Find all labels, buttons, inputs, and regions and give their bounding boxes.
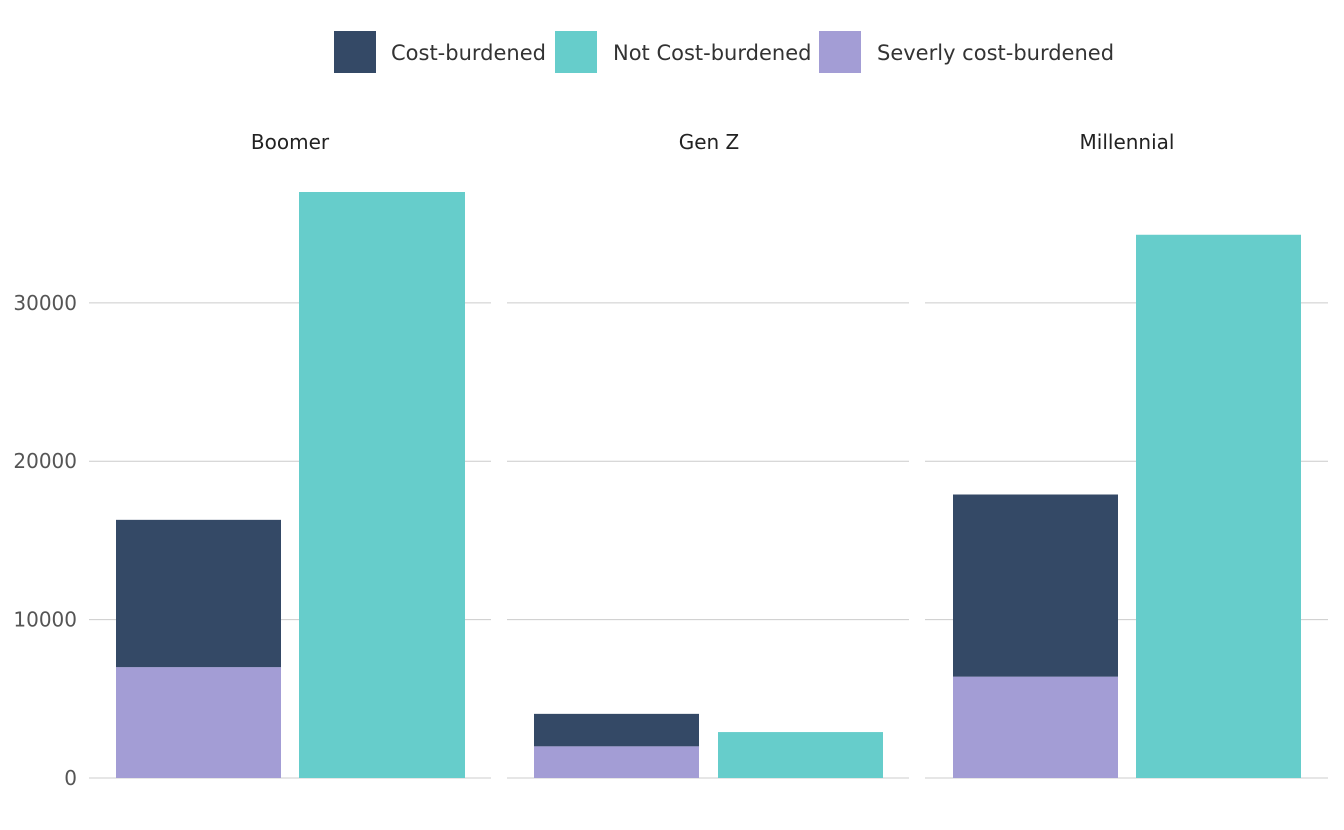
facet-panels: Boomer Gen Z Millennial [89, 130, 1328, 779]
panel-title: Millennial [1080, 130, 1175, 154]
bar-millennial-not-cost-burdened-not-cost-burdened [1136, 234, 1301, 779]
bar-boomer-cost-burdened-cost-burdened [116, 519, 281, 668]
y-tick-label: 10000 [13, 608, 77, 632]
panel-title: Gen Z [679, 130, 740, 154]
legend-label: Cost-burdened [391, 41, 546, 65]
legend-swatch-not-cost-burdened [555, 31, 597, 73]
legend-swatch-severly-cost-burdened [819, 31, 861, 73]
bar-millennial-cost-burdened-severly-cost-burdened [953, 676, 1118, 778]
panel-gen-z: Gen Z [507, 130, 909, 779]
legend: Cost-burdened Not Cost-burdened Severly co… [334, 31, 1114, 73]
bar-gen-z-cost-burdened-cost-burdened [534, 713, 699, 747]
legend-item-cost-burdened: Cost-burdened [334, 31, 546, 73]
y-axis: 0 10000 20000 30000 [13, 291, 77, 790]
bar-boomer-not-cost-burdened-not-cost-burdened [299, 192, 465, 778]
panel-boomer: Boomer [89, 130, 491, 779]
panel-millennial: Millennial [925, 130, 1328, 779]
y-tick-label: 30000 [13, 291, 77, 315]
y-tick-label: 20000 [13, 449, 77, 473]
bar-gen-z-not-cost-burdened-not-cost-burdened [718, 732, 883, 778]
legend-item-severly-cost-burdened: Severly cost-burdened [819, 31, 1114, 73]
bar-boomer-cost-burdened-severly-cost-burdened [116, 667, 281, 778]
legend-label: Not Cost-burdened [613, 41, 811, 65]
y-tick-label: 0 [64, 766, 77, 790]
legend-swatch-cost-burdened [334, 31, 376, 73]
bar-millennial-cost-burdened-cost-burdened [953, 494, 1118, 677]
bar-gen-z-cost-burdened-severly-cost-burdened [534, 746, 699, 778]
panel-title: Boomer [251, 130, 330, 154]
legend-item-not-cost-burdened: Not Cost-burdened [555, 31, 811, 73]
legend-label: Severly cost-burdened [877, 41, 1114, 65]
